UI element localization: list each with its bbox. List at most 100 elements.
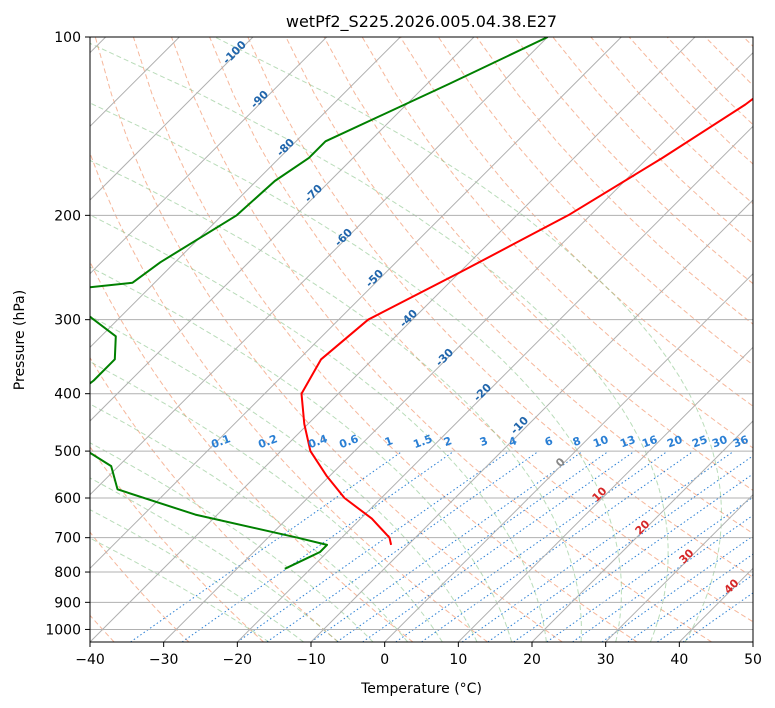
y-tick-label: 700	[54, 531, 81, 547]
x-tick-label: 10	[449, 652, 467, 668]
isotherm-line	[90, 37, 696, 642]
moist-adiabat	[90, 403, 409, 642]
mixing-ratio-label: 13	[618, 433, 637, 450]
x-tick-label: −20	[223, 652, 253, 668]
isotherm-line	[310, 199, 753, 642]
grid-lines	[90, 37, 753, 642]
x-tick-label: −40	[75, 652, 105, 668]
isotherm-line	[90, 37, 328, 275]
mixing-ratio-label: 0.6	[337, 432, 360, 451]
moist-adiabat	[90, 442, 374, 642]
isotherm-line	[752, 641, 753, 642]
moist-adiabat	[90, 266, 513, 642]
mixing-ratio-line	[461, 450, 735, 642]
mixing-ratio-label: 36	[731, 433, 750, 451]
isotherm-line	[90, 37, 401, 349]
chart-title: wetPf2_S225.2026.005.04.38.E27	[286, 12, 557, 32]
dry-adiabat	[171, 37, 712, 642]
mixing-ratio-label: 8	[571, 434, 583, 449]
x-axis: −40 −30 −20 −10 0 10 20 30 40 50	[75, 642, 762, 668]
mixing-ratio-line	[395, 450, 668, 642]
plot-background	[90, 37, 753, 642]
moist-adiabat	[90, 159, 582, 642]
x-tick-label: 50	[744, 652, 762, 668]
isotherm-line	[90, 37, 475, 422]
y-tick-label: 1000	[45, 622, 81, 638]
mixing-ratio-label: 6	[543, 434, 555, 449]
mixing-ratio-label: 4	[507, 434, 519, 449]
y-tick-label: 300	[54, 313, 81, 329]
dry-adiabat	[132, 37, 638, 642]
y-tick-label: 200	[54, 208, 81, 224]
dry-adiabat	[209, 37, 753, 623]
isotherm-line	[90, 37, 549, 496]
mixing-ratio-line	[130, 450, 403, 642]
moist-adiabat	[90, 361, 443, 642]
mixing-ratio-label: 16	[640, 433, 659, 451]
plot-frame	[89, 36, 754, 643]
isotherm-line	[384, 272, 753, 642]
mixing-ratio-label: 0.4	[306, 432, 329, 451]
y-tick-label: 800	[54, 565, 81, 581]
dry-adiabat	[285, 37, 753, 535]
dry-adiabat	[90, 356, 339, 642]
isotherm-line	[90, 37, 254, 201]
moist-adiabat	[90, 214, 547, 642]
isotherm-line	[531, 420, 753, 642]
y-tick-label: 900	[54, 595, 81, 611]
mixing-ratio-line	[181, 450, 455, 642]
moist-adiabat	[214, 37, 722, 642]
mixing-ratio-line	[421, 450, 694, 642]
x-axis-title: Temperature (°C)	[360, 681, 482, 697]
isotherm-line	[90, 37, 622, 570]
dewpoint-profile-line	[90, 37, 549, 570]
mixing-ratio-label: 1	[383, 434, 395, 449]
y-tick-label: 400	[54, 387, 81, 403]
dry-adiabat	[323, 37, 753, 491]
x-tick-label: 30	[597, 652, 615, 668]
dry-adiabat	[361, 37, 753, 449]
mixing-ratio-line	[487, 455, 753, 642]
isotherm-line	[236, 125, 753, 642]
x-tick-label: 20	[523, 652, 541, 668]
moist-adiabat	[90, 477, 339, 642]
mixing-ratio-line	[237, 450, 510, 642]
background-lines	[90, 37, 753, 642]
mixing-ratio-label: 0.1	[209, 432, 232, 451]
x-tick-label: −10	[296, 652, 326, 668]
mixing-ratio-line	[513, 473, 753, 642]
series-group	[90, 37, 753, 570]
mixing-ratio-label: 10	[591, 433, 610, 451]
mixing-ratio-label: 3	[478, 434, 490, 449]
temperature-profile-line	[300, 97, 753, 546]
mixing-ratio-line	[266, 450, 540, 642]
y-axis: 100 200 300 400 500 600 700 800 900 1000	[45, 30, 90, 638]
moist-adiabat	[90, 102, 622, 642]
isotherm-line	[457, 346, 753, 642]
y-tick-label: 500	[54, 444, 81, 460]
mixing-ratio-line	[336, 450, 610, 642]
mixing-ratio-label: 0.2	[256, 432, 279, 451]
dry-adiabat	[247, 37, 753, 578]
mixing-ratio-label: 20	[665, 433, 684, 451]
moist-adiabat	[90, 42, 669, 642]
x-tick-label: 0	[380, 652, 389, 668]
y-tick-label: 100	[54, 30, 81, 46]
isotherm-line	[605, 493, 753, 642]
dry-adiabat	[94, 37, 563, 642]
y-axis-title: Pressure (hPa)	[12, 290, 28, 390]
mixing-ratio-label: 1.5	[411, 432, 434, 451]
mixing-ratio-line	[362, 450, 635, 642]
dry-adiabat	[437, 37, 753, 366]
dry-adiabat	[90, 446, 264, 642]
dry-adiabat	[90, 531, 190, 642]
mixing-ratio-label: 30	[710, 433, 729, 451]
y-tick-label: 600	[54, 491, 81, 507]
mixing-ratio-line	[310, 450, 584, 642]
x-tick-label: 40	[670, 652, 688, 668]
isotherm-line	[163, 51, 753, 642]
mixing-ratio-label: 25	[690, 433, 709, 450]
x-tick-label: −30	[149, 652, 179, 668]
moist-adiabat	[90, 315, 478, 642]
